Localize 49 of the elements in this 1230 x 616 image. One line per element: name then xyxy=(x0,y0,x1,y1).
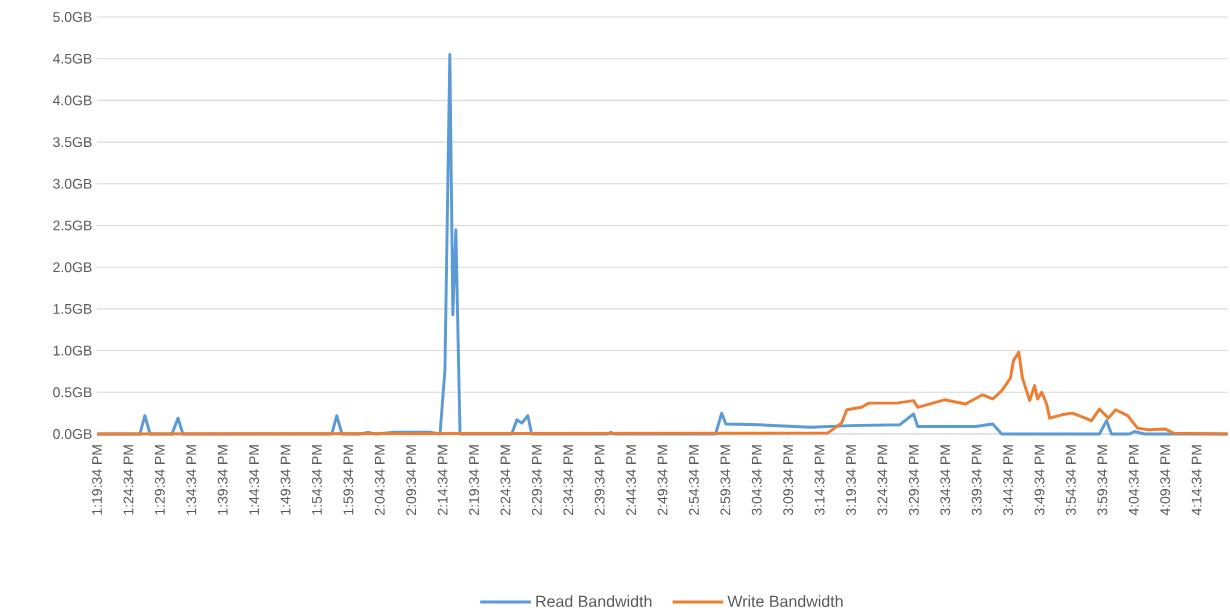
y-tick-label: 2.5GB xyxy=(53,220,92,231)
x-tick-label: 3:14:34 PM xyxy=(814,445,825,516)
x-tick-label: 3:34:34 PM xyxy=(940,445,951,516)
x-tick-label: 1:44:34 PM xyxy=(249,445,260,515)
x-tick-label: 1:29:34 PM xyxy=(154,445,165,515)
x-tick-label: 1:49:34 PM xyxy=(280,445,291,515)
x-tick-label: 1:54:34 PM xyxy=(311,445,322,515)
x-tick-label: 3:49:34 PM xyxy=(1034,445,1045,516)
x-tick-label: 2:09:34 PM xyxy=(406,445,417,515)
x-tick-label: 2:34:34 PM xyxy=(563,445,574,515)
x-tick-label: 2:24:34 PM xyxy=(500,445,511,515)
x-tick-label: 2:14:34 PM xyxy=(437,445,448,515)
x-tick-label: 3:39:34 PM xyxy=(971,445,982,516)
x-tick-label: 1:39:34 PM xyxy=(217,445,228,515)
x-tick-label: 2:59:34 PM xyxy=(720,445,731,515)
x-tick-label: 2:04:34 PM xyxy=(374,445,385,515)
x-tick-label: 3:24:34 PM xyxy=(877,445,888,516)
y-tick-label: 3.5GB xyxy=(53,137,92,148)
y-tick-label: 1.5GB xyxy=(53,303,92,314)
x-tick-label: 2:54:34 PM xyxy=(688,445,699,515)
x-tick-label: 3:54:34 PM xyxy=(1065,445,1076,516)
x-tick-label: 1:34:34 PM xyxy=(186,445,197,515)
x-tick-label: 2:39:34 PM xyxy=(594,445,605,515)
x-tick-label: 1:19:34 PM xyxy=(92,445,102,515)
x-tick-label: 2:49:34 PM xyxy=(657,445,668,515)
x-tick-label: 2:44:34 PM xyxy=(626,445,637,515)
x-tick-label: 1:59:34 PM xyxy=(343,445,354,515)
legend-label: Write Bandwidth xyxy=(727,595,843,607)
y-tick-label: 0.0GB xyxy=(53,429,92,439)
x-tick-label: 3:29:34 PM xyxy=(908,445,919,516)
x-tick-label: 4:04:34 PM xyxy=(1128,445,1139,516)
x-tick-label: 2:19:34 PM xyxy=(469,445,479,515)
legend-label: Read Bandwidth xyxy=(536,595,652,607)
y-tick-label: 0.5GB xyxy=(53,387,92,398)
x-tick-label: 4:09:34 PM xyxy=(1160,445,1171,516)
y-tick-label: 2.0GB xyxy=(53,262,92,273)
x-tick-label: 3:09:34 PM xyxy=(783,445,794,516)
y-tick-label: 4.0GB xyxy=(52,95,92,106)
x-tick-label: 2:29:34 PM xyxy=(531,445,542,515)
x-tick-label: 3:19:34 PM xyxy=(846,445,856,516)
y-tick-label: 3.0GB xyxy=(53,178,92,189)
x-tick-label: 3:04:34 PM xyxy=(751,445,762,516)
y-tick-label: 5.0GB xyxy=(53,12,92,22)
x-tick-label: 3:59:34 PM xyxy=(1097,445,1108,516)
x-tick-label: 4:14:34 PM xyxy=(1191,445,1202,516)
x-tick-label: 1:24:34 PM xyxy=(123,445,134,515)
y-tick-label: 4.5GB xyxy=(52,53,92,64)
x-tick-label: 3:44:34 PM xyxy=(1003,445,1014,516)
y-tick-label: 1.0GB xyxy=(53,345,92,356)
